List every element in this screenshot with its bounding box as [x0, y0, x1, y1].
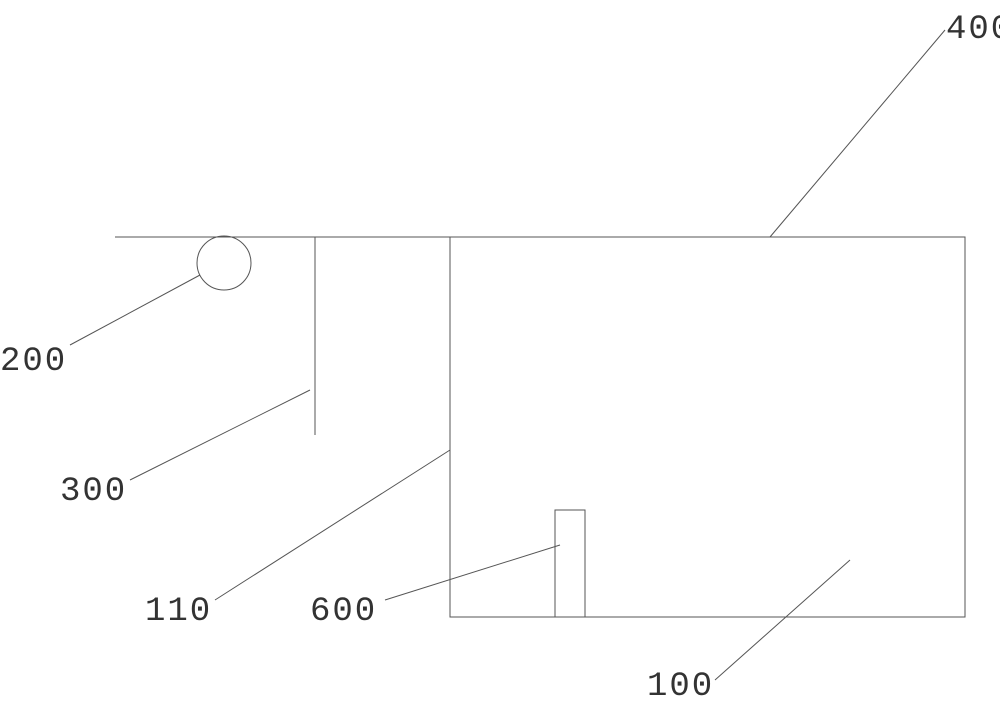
leader-110: [215, 450, 450, 600]
roller-circle: [197, 236, 251, 290]
label-110: 110: [145, 593, 212, 631]
leader-100: [715, 560, 850, 680]
leader-300: [130, 390, 310, 480]
label-200: 200: [0, 343, 67, 381]
leader-400: [770, 30, 945, 237]
label-400: 400: [946, 11, 1000, 49]
label-600: 600: [310, 593, 377, 631]
label-100: 100: [647, 668, 714, 706]
inner-pillar: [555, 510, 585, 617]
diagram-svg: 400 200 300 110 600 100: [0, 0, 1000, 710]
main-box: [450, 237, 965, 617]
leader-200: [70, 275, 200, 345]
label-300: 300: [60, 473, 127, 511]
leader-600: [385, 545, 560, 600]
